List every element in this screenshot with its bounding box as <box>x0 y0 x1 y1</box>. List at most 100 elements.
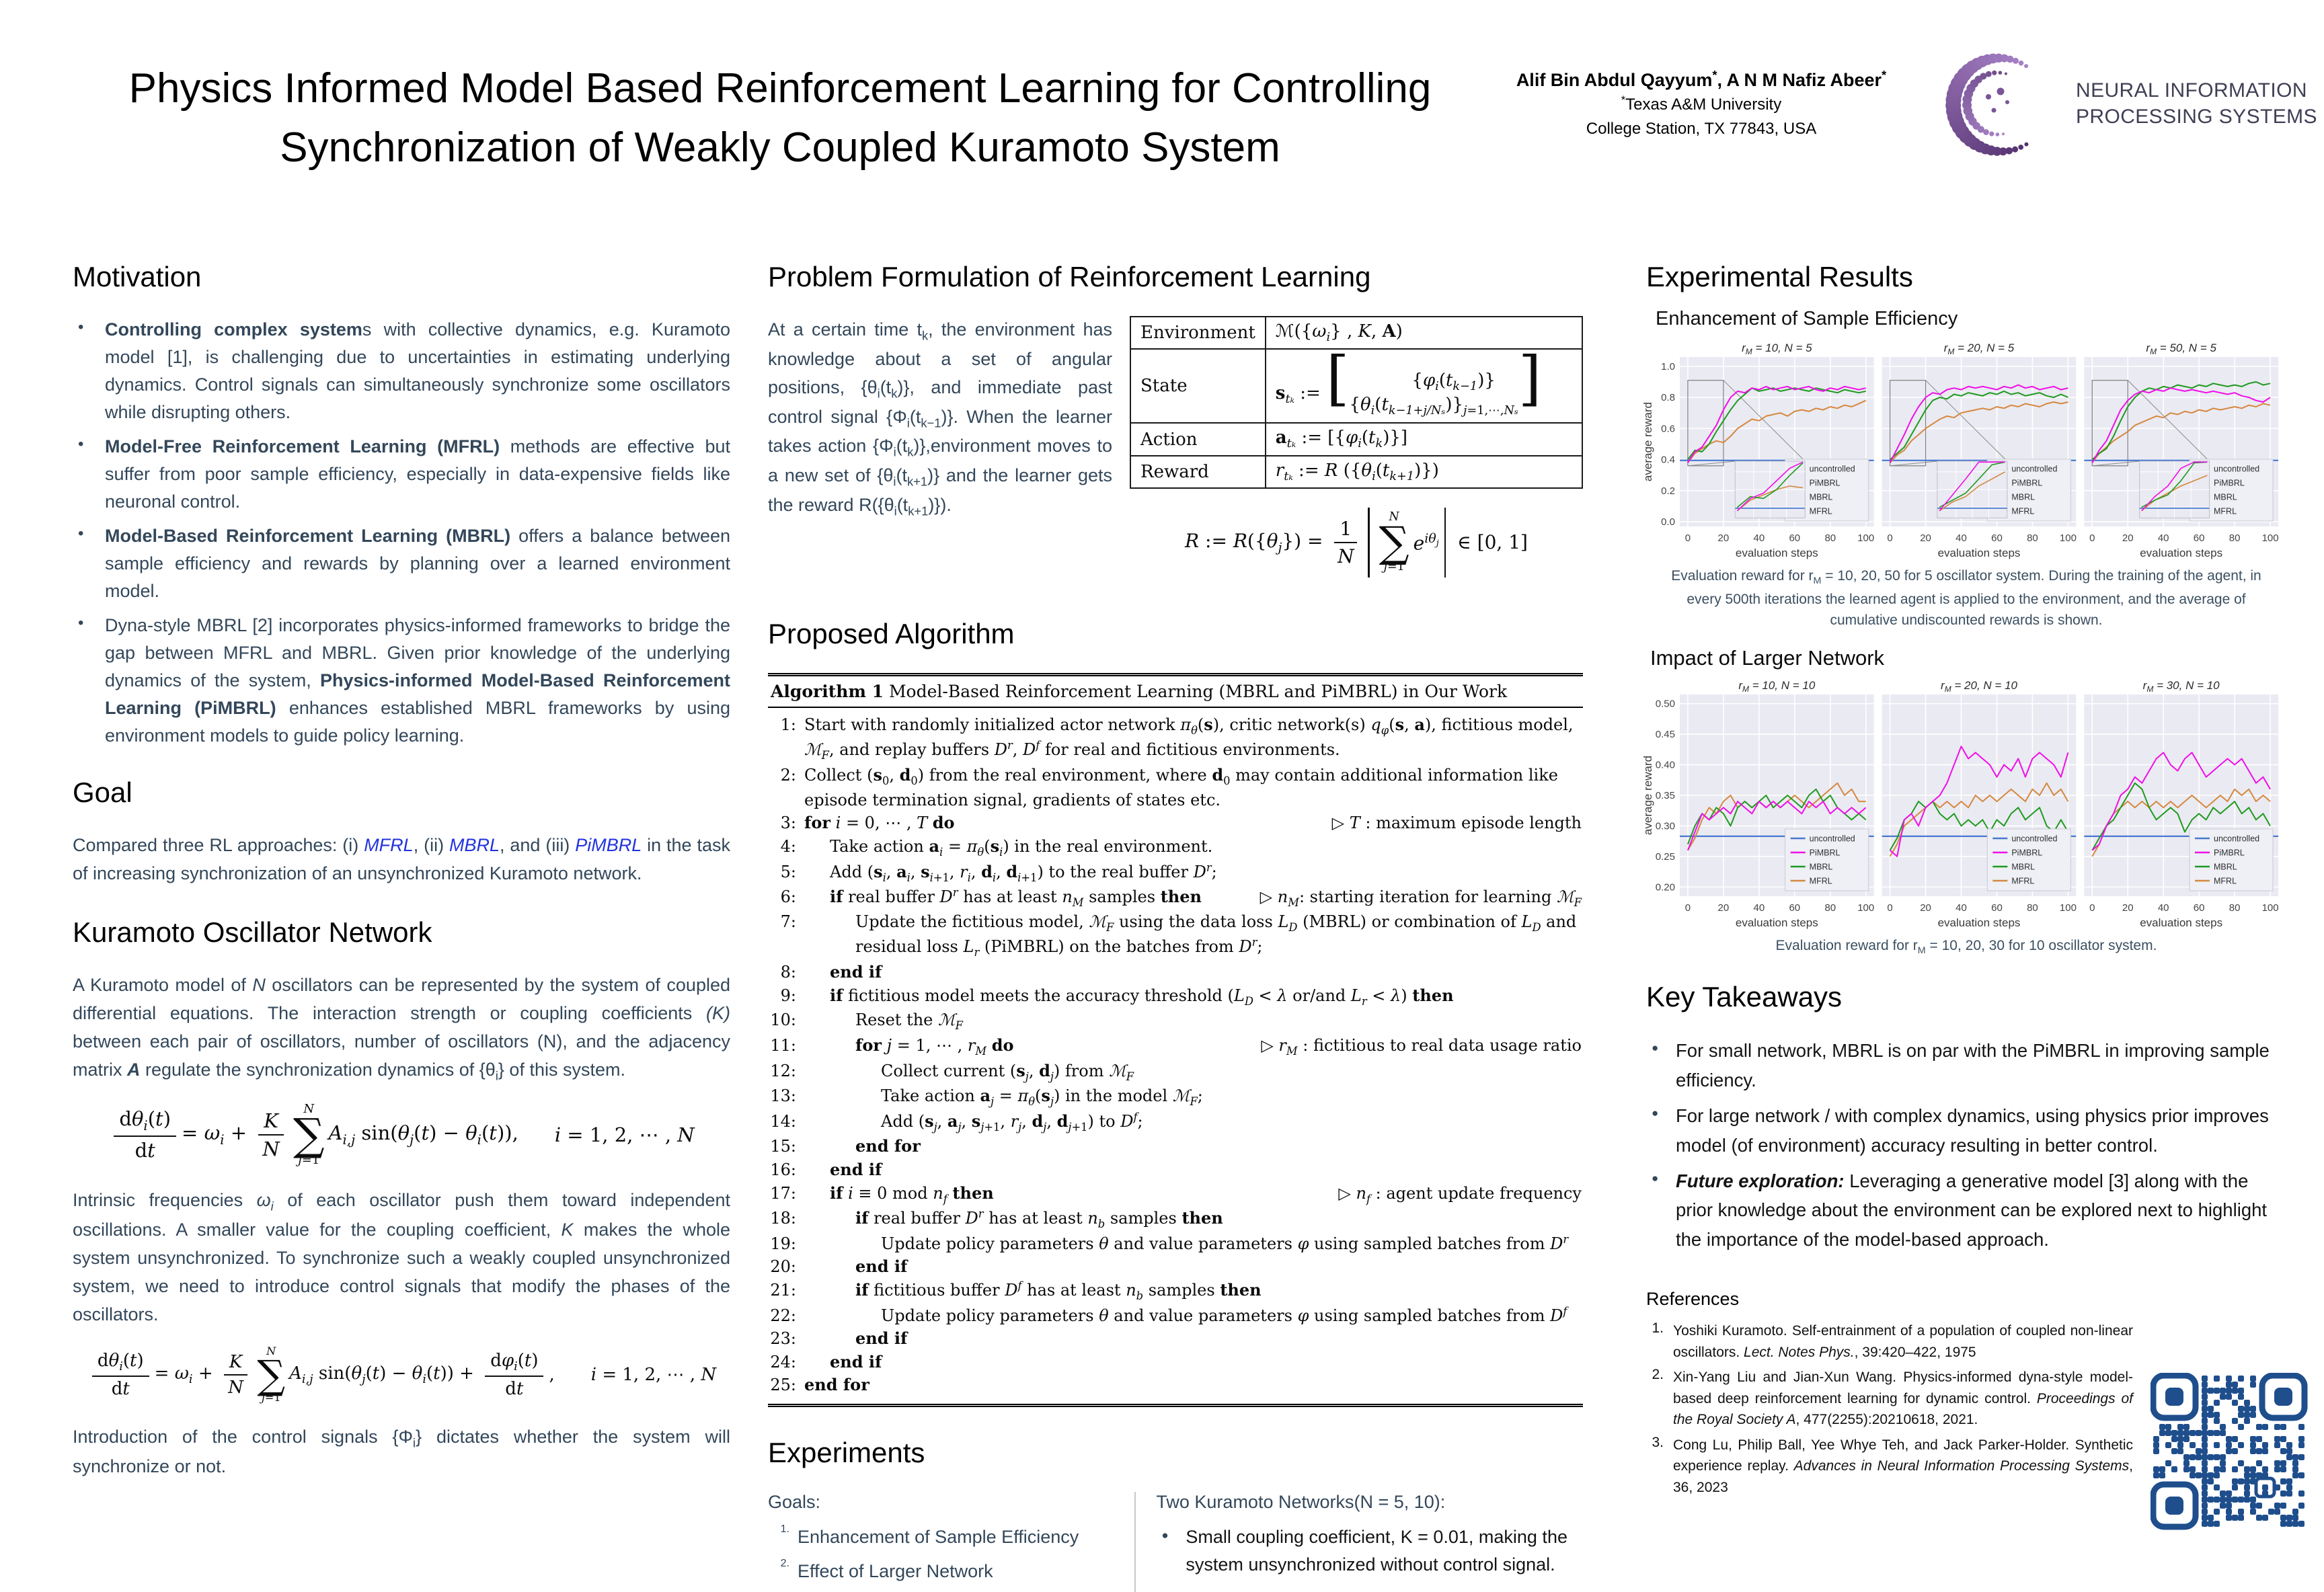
algorithm-caption: Algorithm 1 Model-Based Reinforcement Le… <box>768 676 1583 708</box>
svg-text:MFRL: MFRL <box>2214 507 2237 516</box>
svg-text:0: 0 <box>2089 532 2095 544</box>
algorithm-line: 10: Reset the ℳF <box>769 1009 1582 1034</box>
algorithm-comment: ▷ nf : agent update frequency <box>1338 1183 1582 1205</box>
algorithm-line: 23: end if <box>769 1327 1582 1351</box>
figure-1-caption: Evaluation reward for rM = 10, 20, 50 fo… <box>1671 568 2261 629</box>
equation-part <box>1444 507 1446 578</box>
svg-text:MFRL: MFRL <box>1810 507 1832 516</box>
svg-text:average reward: average reward <box>1642 402 1654 481</box>
equation-part: , <box>549 1364 555 1385</box>
algorithm-line-number: 17: <box>770 1183 796 1203</box>
rl-table-formula: stₖ := [{φi(tk−1)} {θi(tk−1+j/Nₛ)}j=1,⋯,N… <box>1264 348 1584 424</box>
algorithm-line-number: 1: <box>780 715 796 734</box>
list-item-text: Effect of Larger Network <box>798 1561 993 1582</box>
svg-text:MFRL: MFRL <box>2214 876 2237 885</box>
algorithm-line-text: for j = 1, ⋯ , rM do <box>855 1035 1014 1058</box>
svg-text:0.4: 0.4 <box>1661 454 1675 466</box>
svg-text:0: 0 <box>1887 532 1892 544</box>
algorithm-line-number: 8: <box>780 963 796 982</box>
algorithm-line-text: Update the fictitious model, ℳF using th… <box>855 912 1577 959</box>
author-address: College Station, TX 77843, USA <box>1586 120 1817 138</box>
algorithm-line-text: if fictitious buffer Df has at least nb … <box>855 1279 1262 1302</box>
list-number: 2. <box>1652 1367 1664 1383</box>
motivation-heading: Motivation <box>73 261 202 292</box>
algorithm-line: 11: for j = 1, ⋯ , rM do ▷ rM : fictitious… <box>769 1034 1582 1060</box>
rl-table-label: State <box>1130 348 1266 424</box>
algorithm-line: 7: Update the fictitious model, ℳF using … <box>769 911 1582 961</box>
kuramoto-equation-2: dθi(t) dt = ωi + K N N ∑ j=1 Ai,j sin(θj(t) − θ… <box>73 1346 730 1403</box>
algorithm-line: 21: if fictitious buffer Df has at least … <box>769 1279 1582 1304</box>
list-item-text: For small network, MBRL is on par with t… <box>1676 1040 2270 1090</box>
svg-text:PiMBRL: PiMBRL <box>2011 479 2042 488</box>
algorithm-line-number: 3: <box>780 813 796 833</box>
list-item: • Model-Based Reinforcement Learning (MBR… <box>73 522 730 605</box>
algorithm-line-number: 18: <box>770 1209 796 1228</box>
svg-text:80: 80 <box>1824 532 1836 544</box>
svg-text:MBRL: MBRL <box>1810 862 1833 871</box>
svg-text:MFRL: MFRL <box>1810 876 1832 885</box>
algorithm-line-text: Update policy parameters θ and value par… <box>881 1304 1567 1325</box>
experiments-heading: Experiments <box>768 1437 925 1469</box>
algorithm-line-text: end if <box>855 1257 908 1277</box>
algorithm-line-number: 6: <box>780 887 796 907</box>
algorithm-line-number: 20: <box>770 1257 796 1277</box>
algorithm-line: 17: if i ≡ 0 mod nf then ▷ nf : agent upda… <box>769 1182 1582 1207</box>
svg-text:average reward: average reward <box>1642 756 1654 835</box>
svg-text:0: 0 <box>1685 902 1691 914</box>
equation-part: = ωi + <box>182 1121 254 1148</box>
list-item: • Dyna-style MBRL [2] incorporates physic… <box>73 612 730 750</box>
svg-text:0: 0 <box>2089 902 2095 914</box>
list-number: 3. <box>1652 1434 1664 1450</box>
svg-text:40: 40 <box>1955 902 1967 914</box>
algorithm-line: 9: if fictitious model meets the accuracy… <box>769 984 1582 1010</box>
algorithm-line-text: end for <box>804 1375 869 1395</box>
algorithm-line-number: 14: <box>770 1111 796 1131</box>
rl-table-row: Environment ℳ({ωi} , K, A) <box>1130 315 1584 350</box>
svg-text:80: 80 <box>2229 532 2241 544</box>
problem-heading: Problem Formulation of Reinforcement Lea… <box>768 261 1371 292</box>
algorithm-line-text: Start with randomly initialized actor ne… <box>804 714 1574 762</box>
problem-table-block: Environment ℳ({ωi} , K, A) State stₖ := [{φ… <box>1130 315 1584 598</box>
svg-text:rM = 10, N = 10: rM = 10, N = 10 <box>1738 679 1816 694</box>
bullet-icon: • <box>78 524 84 543</box>
algorithm-line-text: Add (si, ai, si+1, ri, di, di+1) to the … <box>830 861 1217 884</box>
equation-part: N ∑ j=1 <box>293 1101 325 1168</box>
algorithm-box: Algorithm 1 Model-Based Reinforcement Le… <box>768 672 1583 1408</box>
references-list: 1. Yoshiki Kuramoto. Self-entrainment of … <box>1646 1320 2133 1498</box>
algorithm-line-number: 4: <box>780 836 796 856</box>
kuramoto-paragraph-3: Introduction of the control signals {Φi}… <box>73 1427 730 1477</box>
experiments-goals-list: 1. Enhancement of Sample Efficiency 2. Effe… <box>768 1523 1118 1585</box>
results-subheading-1: Enhancement of Sample Efficiency <box>1656 308 1958 329</box>
algorithm-comment: ▷ nM: starting iteration for learning ℳF <box>1260 887 1582 909</box>
algorithm-line-number: 21: <box>770 1281 796 1300</box>
column-left: Motivation • Controlling complex systems … <box>73 261 730 1493</box>
list-item: • Model-Free Reinforcement Learning (MFRL… <box>73 433 730 516</box>
list-item: 2. Effect of Larger Network <box>768 1558 1118 1585</box>
problem-text: At a certain time tk, the environment ha… <box>768 319 1112 518</box>
algorithm-line-number: 13: <box>770 1086 796 1106</box>
algorithm-line-number: 5: <box>780 862 796 881</box>
svg-text:60: 60 <box>1991 902 2003 914</box>
references-heading: References <box>1646 1289 1740 1310</box>
svg-text:0.35: 0.35 <box>1656 790 1675 801</box>
svg-text:MFRL: MFRL <box>2011 876 2034 885</box>
poster-root: Physics Informed Model Based Reinforceme… <box>73 53 2317 1592</box>
equation-part: dθi(t) dt <box>114 1107 177 1162</box>
equation-part <box>1368 507 1370 578</box>
svg-text:100: 100 <box>1857 532 1874 544</box>
experiments-goals-label: Goals: <box>768 1492 821 1513</box>
rl-table-row: State stₖ := [{φi(tk−1)} {θi(tk−1+j/Nₛ)}j=… <box>1130 348 1584 424</box>
list-item: ● For large network / with complex dynami… <box>1646 1101 2286 1160</box>
svg-text:evaluation steps: evaluation steps <box>1938 916 2021 929</box>
figure-2-caption: Evaluation reward for rM = 10, 20, 30 fo… <box>1775 937 2157 956</box>
list-item-text: Future exploration: Leveraging a generat… <box>1676 1170 2268 1250</box>
list-item-text: Model-Based Reinforcement Learning (MBRL… <box>105 526 730 602</box>
svg-text:MBRL: MBRL <box>2011 493 2035 502</box>
svg-text:60: 60 <box>1789 532 1800 544</box>
column-right: Experimental Results Enhancement of Samp… <box>1642 261 2286 1502</box>
svg-text:rM = 30, N = 10: rM = 30, N = 10 <box>2143 679 2220 694</box>
list-item-text: Model-Free Reinforcement Learning (MFRL)… <box>105 436 731 512</box>
